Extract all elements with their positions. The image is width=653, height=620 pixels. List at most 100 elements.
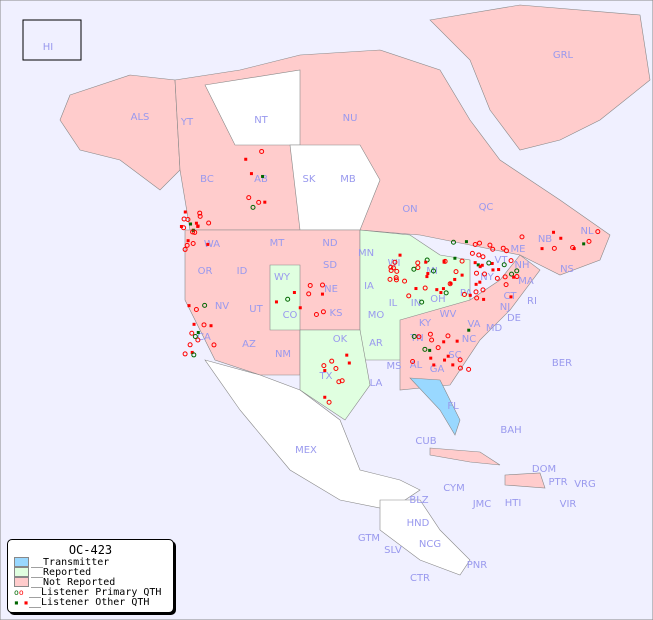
region-label-cub: CUB <box>415 436 436 447</box>
region-label-wa: WA <box>204 239 220 250</box>
legend: OC-423 __Transmitter __Reported __Not Re… <box>7 539 174 613</box>
listener-other-marker <box>398 253 402 257</box>
listener-primary-marker <box>457 365 463 371</box>
region-label-ok: OK <box>333 334 348 345</box>
region-hispaniola <box>504 472 546 489</box>
region-label-de: DE <box>507 313 521 324</box>
listener-other-marker <box>323 395 327 399</box>
listener-other-marker <box>446 354 450 358</box>
listener-primary-marker <box>307 282 313 288</box>
listener-other-marker <box>467 328 471 332</box>
listener-other-marker <box>424 260 428 264</box>
listener-other-marker <box>186 239 190 243</box>
region-label-al: AL <box>410 360 423 371</box>
listener-primary-marker <box>416 334 422 340</box>
listener-primary-marker <box>259 148 265 154</box>
listener-primary-marker <box>551 245 557 251</box>
listener-primary-marker <box>182 351 188 357</box>
region-label-blz: BLZ <box>409 495 428 506</box>
region-label-ky: KY <box>419 318 432 329</box>
listener-other-marker <box>478 280 482 284</box>
legend-title: OC-423 <box>68 543 113 557</box>
region-label-pnr: PNR <box>467 560 488 571</box>
listener-other-marker <box>298 306 302 310</box>
listener-primary-marker <box>393 277 399 283</box>
region-label-ar: AR <box>369 338 383 349</box>
listener-primary-marker <box>197 210 203 216</box>
listener-primary-marker <box>422 285 428 291</box>
legend-label: __Transmitter <box>31 556 110 568</box>
listener-other-marker <box>323 369 327 373</box>
region-label-qc: QC <box>479 202 494 213</box>
region-als <box>59 74 181 191</box>
region-label-ptr: PTR <box>548 477 567 488</box>
legend-label: __Listener Primary QTH <box>29 586 162 598</box>
listener-other-marker <box>540 247 544 251</box>
listener-other-marker <box>425 275 429 279</box>
legend-label: __Not Reported <box>31 576 116 588</box>
listener-other-marker <box>442 340 446 344</box>
listener-other-marker <box>432 363 436 367</box>
region-label-nm: NM <box>275 349 291 360</box>
region-label-on: ON <box>402 204 417 215</box>
listener-other-marker <box>490 261 494 265</box>
listener-primary-marker <box>474 295 480 301</box>
listener-other-marker <box>249 172 253 176</box>
listener-other-marker <box>453 256 457 260</box>
listener-other-marker <box>464 240 468 244</box>
region-label-vrg: VRG <box>574 479 596 490</box>
listener-primary-marker <box>427 331 433 337</box>
listener-other-marker <box>206 242 210 246</box>
region-label-nc: NC <box>462 334 476 345</box>
listener-primary-marker <box>321 363 327 369</box>
region-label-ri: RI <box>527 296 537 307</box>
region-label-md: MD <box>486 323 503 334</box>
listener-other-marker <box>552 230 556 234</box>
listener-other-marker <box>345 353 349 357</box>
region-label-tn: TN <box>409 333 424 344</box>
listener-other-marker <box>292 290 296 294</box>
listener-other-marker <box>426 272 430 276</box>
region-label-nt: NT <box>254 115 268 126</box>
listener-other-marker <box>263 200 267 204</box>
hawaii-inset <box>22 19 82 61</box>
listener-primary-marker <box>502 274 508 280</box>
listener-primary-marker <box>202 302 208 308</box>
region-label-sc: SC <box>448 350 461 361</box>
listener-primary-marker <box>306 291 312 297</box>
listener-other-marker <box>196 224 200 228</box>
region-label-fl: FL <box>447 401 459 412</box>
listener-primary-marker <box>503 248 509 254</box>
listener-primary-marker <box>388 264 394 270</box>
listener-primary-marker <box>329 358 335 364</box>
listener-primary-marker <box>501 262 507 268</box>
listener-other-marker <box>441 287 445 291</box>
region-label-bah: BAH <box>500 425 521 436</box>
not-reported-swatch <box>14 577 29 587</box>
listener-other-marker <box>442 259 446 263</box>
listener-other-marker <box>190 350 194 354</box>
region-label-ncg: NCG <box>419 539 441 550</box>
region-label-ia: IA <box>364 281 374 292</box>
listener-primary-marker <box>320 309 326 315</box>
listener-primary-marker <box>192 334 198 340</box>
listener-primary-marker <box>411 333 417 339</box>
listener-other-marker <box>476 263 480 267</box>
listener-other-marker <box>474 282 478 286</box>
listener-primary-marker <box>393 275 399 281</box>
listener-primary-marker <box>595 229 601 235</box>
listener-primary-marker <box>472 242 478 248</box>
legend-other-qth: ▪ ▪ __Listener Other QTH <box>14 597 173 608</box>
region-label-als: ALS <box>131 112 150 123</box>
region-label-ny: NY <box>480 272 494 283</box>
region-label-nb: NB <box>538 234 552 245</box>
listener-primary-marker <box>339 378 345 384</box>
region-label-mex: MEX <box>295 445 317 456</box>
region-label-or: OR <box>198 266 213 277</box>
listener-primary-marker <box>185 216 191 222</box>
listener-other-marker <box>429 356 433 360</box>
open-circle-icon: oo <box>14 587 24 597</box>
listener-other-marker <box>244 157 248 161</box>
listener-primary-marker <box>406 293 412 299</box>
